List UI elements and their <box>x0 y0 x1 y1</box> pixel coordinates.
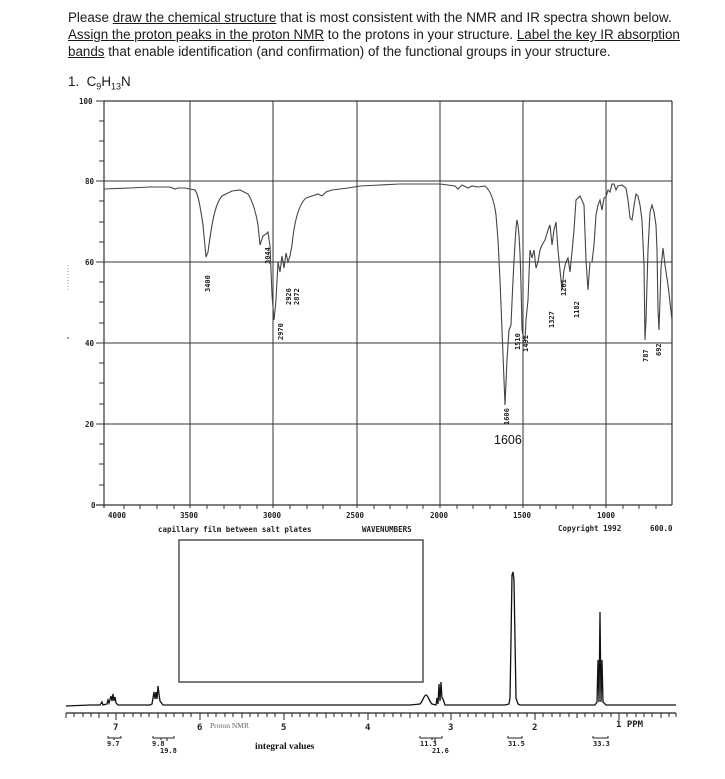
peak-label-2970: 2970 <box>277 323 285 340</box>
formula-h-sub: 13 <box>110 81 121 92</box>
ir-x-label-2000: 2000 <box>430 511 449 520</box>
integral-21-6: 21.6 <box>432 747 449 755</box>
ir-spectrum <box>96 100 673 509</box>
ir-axis-labels: 100 80 60 40 20 0 4000 3500 3000 2500 20… <box>79 97 673 534</box>
scan-artifact-dot <box>67 337 69 339</box>
peak-label-1606: 1606 <box>503 408 511 425</box>
peak-label-787: 787 <box>642 349 650 362</box>
ir-x-label-1000: 1000 <box>597 511 616 520</box>
peak-label-1510: 1510 <box>514 333 522 350</box>
peak-label-692: 692 <box>655 343 663 356</box>
integral-31-5: 31.5 <box>508 740 525 748</box>
peak-label-3044: 3044 <box>264 247 272 264</box>
ir-x-label-4000: 4000 <box>108 511 127 520</box>
instruction-text: that is most consistent with the NMR and… <box>276 10 672 25</box>
nmr-integral-values: 9.7 9.8 19.8 11.3 21.6 31.5 33.3 <box>107 740 610 755</box>
ir-x-label-2500: 2500 <box>346 511 365 520</box>
nmr-x-label-2: 2 <box>532 723 537 733</box>
ir-trace <box>103 183 673 406</box>
ir-y-label-20: 20 <box>85 420 95 429</box>
nmr-x-label-5: 5 <box>281 723 286 733</box>
nmr-title: Proton NMR <box>210 721 249 730</box>
instructions: Please draw the chemical structure that … <box>68 9 708 60</box>
nmr-x-label-3: 3 <box>448 723 453 733</box>
nmr-x-label-6: 6 <box>197 723 202 733</box>
problem-number: 1. <box>68 74 80 89</box>
problem-formula: 1. C9H13N <box>68 74 131 92</box>
nmr-trace <box>65 571 676 707</box>
formula-c-sub: 9 <box>96 81 102 92</box>
formula-c: C <box>86 74 97 89</box>
integral-9-8: 9.8 <box>152 740 165 748</box>
annotation-1606: 1606 <box>494 433 522 447</box>
nmr-x-label-1ppm: 1 PPM <box>616 720 644 730</box>
nmr-x-label-4: 4 <box>365 723 371 733</box>
ir-x-label-3000: 3000 <box>263 511 282 520</box>
integral-33-3: 33.3 <box>593 740 610 748</box>
peak-label-1261: 1261 <box>560 279 568 296</box>
ir-y-label-60: 60 <box>85 258 95 267</box>
instruction-underlined: Label the key IR absorption bands <box>68 27 680 59</box>
instruction-underlined: draw the chemical structure <box>112 10 277 25</box>
peak-label-2872: 2872 <box>293 288 301 305</box>
ir-x-label-600: 600.0 <box>650 524 673 533</box>
ir-y-label-100: 100 <box>79 97 93 106</box>
answer-box[interactable] <box>178 539 424 683</box>
nmr-spectrum <box>65 571 677 742</box>
ir-y-label-0: 0 <box>91 501 96 510</box>
instruction-text: to the protons in your structure. <box>324 27 517 42</box>
integral-19-8: 19.8 <box>160 747 177 755</box>
integral-11-3: 11.3 <box>420 740 437 748</box>
ir-copyright: Copyright 1992 <box>558 524 621 533</box>
integral-9-7: 9.7 <box>107 740 120 748</box>
peak-label-1182: 1182 <box>573 301 581 318</box>
formula-h: H <box>101 74 111 89</box>
nmr-x-label-7: 7 <box>113 723 118 733</box>
ir-y-label-80: 80 <box>85 177 95 186</box>
ir-y-label-40: 40 <box>85 339 95 348</box>
ir-sample-note: capillary film between salt plates <box>158 525 312 534</box>
nmr-axis-labels: 7 6 5 4 3 2 1 PPM <box>113 720 644 733</box>
ir-x-label-3500: 3500 <box>180 511 199 520</box>
instruction-underlined: Assign the proton peaks in the proton NM… <box>68 27 325 42</box>
instruction-text: Please <box>68 10 113 25</box>
peak-label-1327: 1327 <box>548 311 556 328</box>
ir-peak-labels: 3400 3044 2970 2926 2872 1606 1510 1491 … <box>204 247 663 425</box>
peak-label-3400: 3400 <box>204 275 212 292</box>
nmr-integral-title: integral values <box>255 742 315 752</box>
ir-x-title: WAVENUMBERS <box>362 525 412 534</box>
formula-n: N <box>121 74 131 89</box>
ir-x-label-1500: 1500 <box>513 511 532 520</box>
peak-label-1491: 1491 <box>522 335 530 352</box>
peak-label-2926: 2926 <box>285 288 293 305</box>
instruction-text: that enable identification (and confirma… <box>104 44 611 59</box>
